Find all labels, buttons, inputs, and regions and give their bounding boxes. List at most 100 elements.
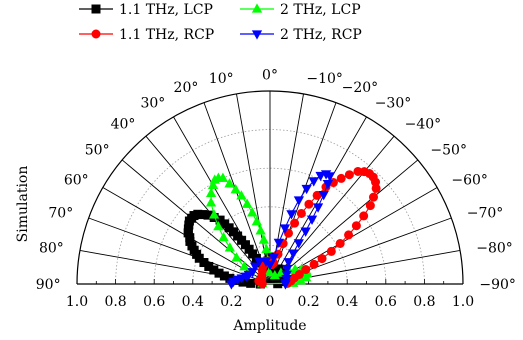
radial-tick-label: 1.0 bbox=[452, 294, 474, 310]
data-point bbox=[230, 184, 241, 194]
radial-tick-label: 0.6 bbox=[375, 294, 397, 310]
data-point bbox=[268, 253, 279, 263]
radial-tick-label: 1.0 bbox=[66, 294, 88, 310]
data-point bbox=[306, 215, 318, 225]
data-point bbox=[309, 259, 319, 269]
data-point bbox=[249, 262, 261, 272]
data-point bbox=[286, 210, 297, 220]
legend-item: 2 THz, LCP bbox=[240, 2, 361, 18]
radial-gridline bbox=[153, 167, 387, 285]
legend-item: 1.1 THz, RCP bbox=[79, 27, 214, 43]
radial-tick-label: 0.8 bbox=[413, 294, 435, 310]
angle-tick-label: 40° bbox=[111, 117, 136, 133]
data-point bbox=[247, 207, 258, 217]
data-point bbox=[312, 203, 324, 213]
angular-gridline bbox=[88, 217, 271, 285]
legend-item: 1.1 THz, LCP bbox=[79, 2, 213, 18]
data-point bbox=[300, 271, 312, 282]
legend-label: 2 THz, RCP bbox=[280, 27, 362, 43]
data-point bbox=[254, 257, 265, 267]
data-point bbox=[261, 243, 272, 254]
angle-tick-label: 60° bbox=[64, 172, 89, 188]
angle-tick-label: 20° bbox=[174, 80, 199, 96]
data-point bbox=[296, 208, 306, 218]
angle-tick-label: 80° bbox=[39, 241, 64, 257]
legend-marker bbox=[91, 4, 101, 14]
legend-marker bbox=[251, 3, 263, 13]
data-point bbox=[258, 234, 269, 244]
data-point bbox=[209, 209, 220, 219]
radial-tick-label: 0.6 bbox=[143, 294, 165, 310]
data-point bbox=[365, 201, 375, 211]
data-point bbox=[264, 261, 276, 271]
radial-tick-label: 0.8 bbox=[104, 294, 126, 310]
angle-tick-label: −30° bbox=[375, 96, 412, 112]
angle-tick-label: 30° bbox=[140, 96, 165, 112]
radial-tick-label: 0.2 bbox=[297, 294, 319, 310]
tick-labels: 1.0 0.8 0.6 0.4 0.2 0 0.2 0.4 0.6 0.8 1.0 90° 80° 70°… bbox=[36, 68, 516, 310]
data-point bbox=[282, 264, 293, 275]
data-point bbox=[368, 192, 378, 202]
radial-tick-label: 0.4 bbox=[336, 294, 358, 310]
data-point bbox=[207, 179, 219, 190]
data-point bbox=[318, 191, 329, 201]
data-point bbox=[280, 280, 291, 290]
data-point bbox=[308, 177, 319, 187]
data-point bbox=[255, 225, 266, 235]
data-point bbox=[335, 238, 345, 248]
data-point bbox=[231, 252, 242, 262]
angle-tick-label: 0° bbox=[262, 68, 278, 84]
data-point bbox=[371, 183, 381, 193]
data-point bbox=[205, 197, 217, 207]
data-point bbox=[241, 198, 253, 208]
legend-label: 2 THz, LCP bbox=[280, 2, 361, 18]
angle-tick-label: −50° bbox=[430, 142, 467, 158]
y-axis-label: Simulation bbox=[15, 166, 31, 243]
data-point bbox=[293, 239, 304, 249]
x-axis-label: Amplitude bbox=[232, 318, 306, 334]
radial-tick-label: 0.2 bbox=[220, 294, 242, 310]
data-point bbox=[264, 266, 275, 277]
legend: 1.1 THz, LCP 2 THz, LCP 1.1 THz, RCP 2 THz,… bbox=[79, 2, 362, 43]
legend-label: 1.1 THz, LCP bbox=[119, 2, 213, 18]
data-point bbox=[218, 231, 229, 242]
data-point bbox=[301, 265, 311, 275]
data-point bbox=[351, 221, 361, 231]
angle-tick-label: −40° bbox=[405, 117, 442, 133]
data-point bbox=[217, 172, 229, 182]
data-point bbox=[295, 275, 306, 285]
data-point bbox=[236, 190, 247, 200]
radial-tick-label: 0 bbox=[266, 294, 275, 310]
data-point bbox=[359, 211, 369, 221]
angular-gridline bbox=[269, 116, 367, 285]
data-point bbox=[224, 178, 235, 188]
data-point bbox=[300, 227, 311, 237]
data-point bbox=[293, 196, 305, 206]
data-point bbox=[344, 170, 354, 180]
data-point bbox=[324, 172, 336, 182]
data-point bbox=[213, 220, 224, 231]
data-point bbox=[301, 184, 312, 195]
data-point bbox=[251, 216, 262, 226]
data-point bbox=[283, 258, 294, 268]
angle-tick-label: −60° bbox=[451, 172, 488, 188]
radial-tick-label: 0.4 bbox=[182, 294, 204, 310]
angular-gridline bbox=[269, 187, 438, 285]
data-point bbox=[315, 171, 326, 182]
outer-arc bbox=[76, 90, 464, 285]
data-point bbox=[288, 249, 299, 259]
series-layer bbox=[183, 166, 381, 290]
angle-tick-label: 90° bbox=[36, 277, 61, 293]
angle-tick-label: 10° bbox=[209, 71, 234, 87]
angle-tick-label: −20° bbox=[342, 80, 379, 96]
angle-tick-label: −70° bbox=[467, 205, 504, 221]
data-point bbox=[279, 224, 291, 234]
angle-tick-label: −80° bbox=[476, 241, 513, 257]
legend-marker bbox=[251, 30, 263, 40]
angular-gridline bbox=[145, 135, 271, 285]
data-point bbox=[322, 180, 334, 190]
data-point bbox=[317, 254, 327, 264]
data-point bbox=[273, 238, 284, 249]
data-point bbox=[290, 218, 300, 228]
